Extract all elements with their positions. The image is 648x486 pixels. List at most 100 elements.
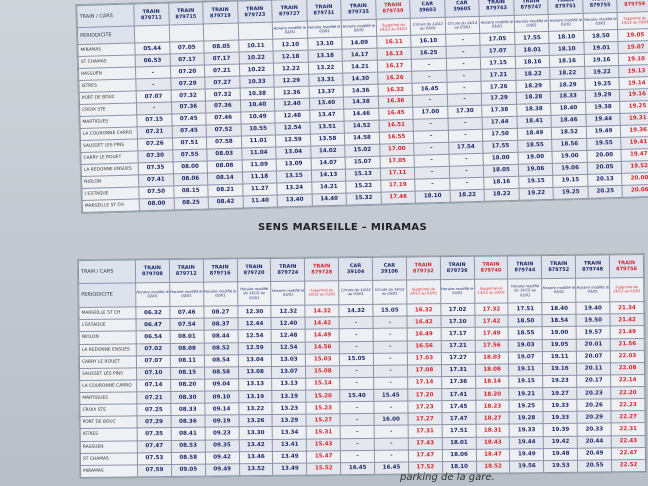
vehicle-number: 879748 bbox=[582, 266, 604, 273]
time-cell: 20.01 bbox=[576, 338, 611, 351]
time-cell: 12.59 bbox=[237, 341, 272, 355]
column-header: TRAIN 879711 bbox=[133, 3, 169, 27]
time-cell: 12.54 bbox=[275, 122, 311, 136]
time-cell: 19.55 bbox=[586, 137, 622, 151]
time-cell: 14.07 bbox=[310, 157, 346, 170]
time-cell: 13.40 bbox=[309, 97, 344, 111]
time-cell: 17.19 bbox=[380, 179, 416, 193]
time-cell: 16.55 bbox=[379, 131, 414, 145]
column-note: Horaire modifié le 02/01 bbox=[203, 281, 238, 307]
time-cell: 18.55 bbox=[508, 327, 543, 340]
column-note: Horaire modifié du 14/12 au 03/01 bbox=[237, 280, 272, 306]
time-cell: 10.40 bbox=[240, 99, 275, 113]
time-cell: 18.01 bbox=[514, 43, 550, 57]
time-cell: 19.16 bbox=[584, 53, 620, 67]
time-cell: - bbox=[449, 177, 485, 191]
time-cell: 17.32 bbox=[474, 303, 509, 316]
time-cell: 17.00 bbox=[412, 106, 448, 120]
time-cell: 15.43 bbox=[306, 438, 341, 451]
time-cell: 16.36 bbox=[378, 95, 413, 109]
time-cell: - bbox=[413, 118, 449, 132]
time-cell: 07.46 bbox=[169, 306, 204, 319]
time-cell: 08.25 bbox=[173, 196, 209, 210]
time-cell: 10.33 bbox=[239, 75, 275, 89]
time-cell: 19.06 bbox=[552, 162, 588, 176]
column-note: Horaire modifié le 02/01 bbox=[306, 20, 342, 39]
time-cell: 19.03 bbox=[508, 339, 543, 352]
time-cell: 14.36 bbox=[343, 84, 379, 98]
time-cell: 06.54 bbox=[136, 330, 171, 344]
time-cell: 10.11 bbox=[238, 39, 274, 53]
column-header: TRAIN 879744 bbox=[507, 255, 542, 279]
time-cell: 14.56 bbox=[305, 341, 340, 354]
time-cell: - bbox=[135, 66, 171, 79]
time-cell: 20.29 bbox=[577, 411, 612, 424]
time-cell: 13.42 bbox=[238, 438, 273, 452]
column-note: Horaire modifié le 02/01 bbox=[135, 282, 170, 308]
vehicle-number: 879716 bbox=[209, 270, 231, 277]
time-cell: 18.10 bbox=[549, 30, 584, 44]
column-header: TRAIN 879727 bbox=[271, 0, 307, 23]
time-cell: 17.47 bbox=[408, 449, 443, 462]
column-header: TRAIN 879712 bbox=[169, 259, 204, 283]
time-cell: 19.29 bbox=[585, 89, 621, 103]
time-cell: 19.06 bbox=[518, 163, 554, 177]
time-cell: 19.14 bbox=[619, 76, 648, 90]
column-note: Horaire modifié le 03/01 bbox=[575, 277, 610, 303]
time-cell: - bbox=[339, 328, 374, 342]
time-cell: 13.04 bbox=[237, 354, 272, 367]
time-cell: 14.52 bbox=[344, 120, 380, 134]
time-cell: 13.13 bbox=[238, 378, 273, 391]
time-cell: 07.55 bbox=[172, 148, 208, 162]
time-cell: 13.13 bbox=[272, 377, 307, 391]
time-cell: 13.41 bbox=[272, 438, 307, 452]
time-cell: 12.30 bbox=[237, 305, 272, 319]
time-cell: 19.00 bbox=[517, 151, 553, 165]
column-note: Supprimé du 14/12 au 03/01 bbox=[474, 278, 509, 304]
time-cell: 20.05 bbox=[587, 161, 623, 175]
time-cell: 14.42 bbox=[305, 317, 340, 330]
time-cell: 18.01 bbox=[441, 436, 476, 450]
column-header: TRAIN 879752 bbox=[541, 255, 576, 279]
time-cell: 07.46 bbox=[205, 112, 241, 125]
time-cell: 19.22 bbox=[518, 187, 554, 201]
time-cell: 17.43 bbox=[408, 437, 443, 450]
timetable-bottom: TRAM / CARS TRAIN 879708 TRAIN 879712 TRAIN 87… bbox=[76, 253, 648, 479]
time-cell: - bbox=[373, 352, 408, 366]
time-cell: 19.25 bbox=[584, 77, 620, 91]
time-cell: 13.15 bbox=[276, 169, 312, 183]
column-header: TRAIN 879728 bbox=[304, 257, 339, 281]
time-cell: 09.49 bbox=[205, 463, 240, 477]
time-cell: 08.21 bbox=[207, 183, 243, 197]
time-cell: 19.10 bbox=[618, 52, 648, 66]
time-cell: - bbox=[414, 154, 450, 168]
time-cell: - bbox=[447, 93, 482, 107]
time-cell: 16.45 bbox=[340, 462, 375, 475]
time-cell: - bbox=[374, 437, 409, 451]
time-cell: - bbox=[411, 70, 447, 84]
time-cell: 14.38 bbox=[343, 96, 379, 110]
time-cell: 20.44 bbox=[577, 435, 612, 448]
station-name: PORT DE BOUC bbox=[80, 416, 138, 429]
time-cell: 19.49 bbox=[586, 125, 622, 139]
time-cell: 17.54 bbox=[448, 141, 484, 155]
time-cell: 11.27 bbox=[242, 182, 278, 196]
time-cell: 08.15 bbox=[173, 184, 209, 198]
footer-note: parking de la gare. bbox=[400, 472, 495, 483]
station-name: L'ESTAQUE bbox=[79, 319, 137, 332]
time-cell: 08.53 bbox=[171, 439, 206, 453]
time-cell: 15.02 bbox=[344, 144, 380, 158]
time-cell: 07.21 bbox=[136, 391, 171, 405]
column-header: TRAIN879755 bbox=[582, 0, 618, 14]
time-cell: 20.07 bbox=[576, 350, 611, 364]
time-cell: 20.26 bbox=[577, 399, 612, 412]
periodicity-label: PERIODICITE bbox=[78, 282, 136, 308]
time-cell: 13.19 bbox=[238, 390, 273, 403]
time-cell: 18.29 bbox=[515, 79, 551, 93]
time-cell: 17.10 bbox=[440, 315, 475, 329]
time-cell: 19.05 bbox=[542, 338, 577, 352]
time-cell: 18.14 bbox=[475, 375, 510, 389]
time-cell: 08.41 bbox=[170, 427, 205, 441]
station-name: MARSEILLE ST CH bbox=[78, 307, 136, 320]
vehicle-number: 879739 bbox=[382, 7, 404, 15]
